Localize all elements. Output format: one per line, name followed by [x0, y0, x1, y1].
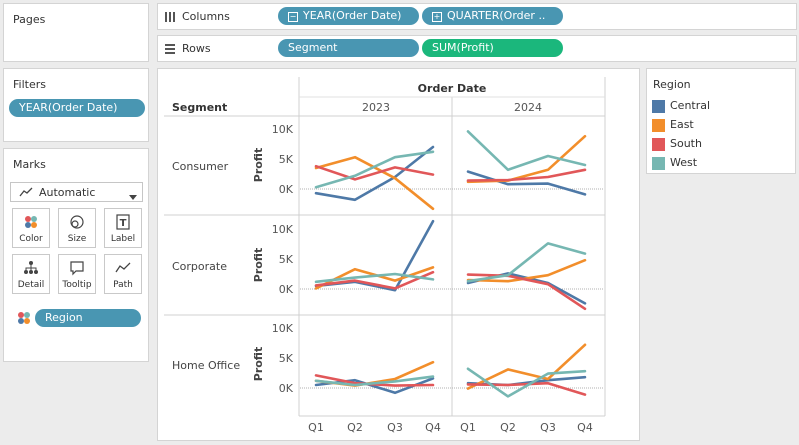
tooltip-icon [59, 260, 95, 276]
columns-label: Columns [182, 10, 230, 23]
columns-pill-year[interactable]: − YEAR(Order Date) [278, 7, 419, 25]
marks-size-button[interactable]: Size [58, 208, 96, 248]
marks-label-button[interactable]: T Label [104, 208, 142, 248]
label-icon: T [105, 214, 141, 230]
legend-label: East [670, 118, 694, 131]
tooltip-label: Tooltip [62, 280, 92, 290]
y-axis-title: Profit [252, 148, 265, 182]
y-tick-label: 5K [279, 352, 294, 365]
y-tick-label: 10K [272, 223, 294, 236]
series-line-central [314, 145, 435, 202]
chevron-down-icon [129, 190, 137, 203]
color-icon [13, 214, 49, 230]
segment-label: Home Office [172, 359, 240, 372]
svg-text:T: T [120, 218, 127, 229]
legend-swatch [652, 138, 665, 151]
columns-icon [164, 11, 176, 26]
filters-title: Filters [13, 78, 46, 91]
path-label: Path [113, 280, 133, 290]
y-tick-label: 10K [272, 123, 294, 136]
year-header: 2024 [514, 101, 542, 114]
rows-pill-segment[interactable]: Segment [278, 39, 419, 57]
x-tick-label: Q1 [460, 421, 476, 434]
series-line-south [466, 273, 587, 311]
pages-title: Pages [13, 13, 46, 26]
columns-shelf[interactable]: Columns [157, 3, 797, 30]
y-tick-label: 5K [279, 153, 294, 166]
marks-title: Marks [13, 158, 46, 171]
legend-card: Region [646, 68, 796, 174]
series-line-west [466, 367, 587, 398]
mark-type-value: Automatic [39, 186, 96, 199]
rows-icon [164, 43, 176, 58]
color-icon [16, 310, 32, 329]
series-line-west [314, 150, 435, 189]
series-line-west [466, 130, 587, 172]
marks-region-pill[interactable]: Region [35, 309, 141, 327]
segment-label: Consumer [172, 160, 229, 173]
series-line-west [314, 272, 435, 284]
size-icon [59, 214, 95, 230]
expand-icon[interactable]: + [432, 12, 442, 22]
series-line-south [466, 168, 587, 182]
collapse-icon[interactable]: − [288, 12, 298, 22]
detail-icon [13, 260, 49, 276]
y-tick-label: 0K [279, 183, 294, 196]
legend-label: Central [670, 99, 711, 112]
marks-color-button[interactable]: Color [12, 208, 50, 248]
y-tick-label: 10K [272, 322, 294, 335]
y-tick-label: 0K [279, 382, 294, 395]
series-line-east [466, 258, 587, 283]
x-tick-label: Q3 [387, 421, 403, 434]
y-axis-title: Profit [252, 248, 265, 282]
legend-label: South [670, 137, 702, 150]
series-line-west [466, 242, 587, 283]
rows-label: Rows [182, 42, 211, 55]
rows-pill-sum-profit[interactable]: SUM(Profit) [422, 39, 563, 57]
x-tick-label: Q2 [500, 421, 516, 434]
row-header: Segment [172, 101, 227, 114]
label-label: Label [110, 234, 136, 244]
legend-swatch [652, 157, 665, 170]
x-tick-label: Q2 [347, 421, 363, 434]
marks-detail-button[interactable]: Detail [12, 254, 50, 294]
marks-path-button[interactable]: Path [104, 254, 142, 294]
series-line-east [466, 134, 587, 184]
chart-title: Order Date [418, 82, 487, 95]
legend-swatch [652, 119, 665, 132]
x-tick-label: Q3 [540, 421, 556, 434]
series-line-south [314, 164, 435, 181]
legend-label: West [670, 156, 698, 169]
series-line-east [466, 343, 587, 390]
segment-label: Corporate [172, 260, 227, 273]
legend-title: Region [653, 78, 691, 91]
series-line-west [314, 375, 435, 387]
series-line-south [314, 270, 435, 290]
path-icon [105, 260, 141, 276]
year-header: 2023 [362, 101, 390, 114]
line-mark-icon [19, 186, 33, 201]
filter-pill-year[interactable]: YEAR(Order Date) [9, 99, 145, 117]
columns-pill-quarter[interactable]: + QUARTER(Order .. [422, 7, 563, 25]
x-tick-label: Q4 [425, 421, 441, 434]
x-tick-label: Q1 [308, 421, 324, 434]
y-tick-label: 5K [279, 253, 294, 266]
x-tick-label: Q4 [577, 421, 593, 434]
y-axis-title: Profit [252, 347, 265, 381]
size-label: Size [67, 234, 87, 244]
color-label: Color [19, 234, 43, 244]
pages-card[interactable]: Pages [3, 3, 149, 62]
y-tick-label: 0K [279, 283, 294, 296]
detail-label: Detail [17, 280, 45, 290]
series-line-central [466, 170, 587, 196]
marks-tooltip-button[interactable]: Tooltip [58, 254, 96, 294]
legend-swatch [652, 100, 665, 113]
mark-type-dropdown[interactable]: Automatic [10, 182, 143, 202]
